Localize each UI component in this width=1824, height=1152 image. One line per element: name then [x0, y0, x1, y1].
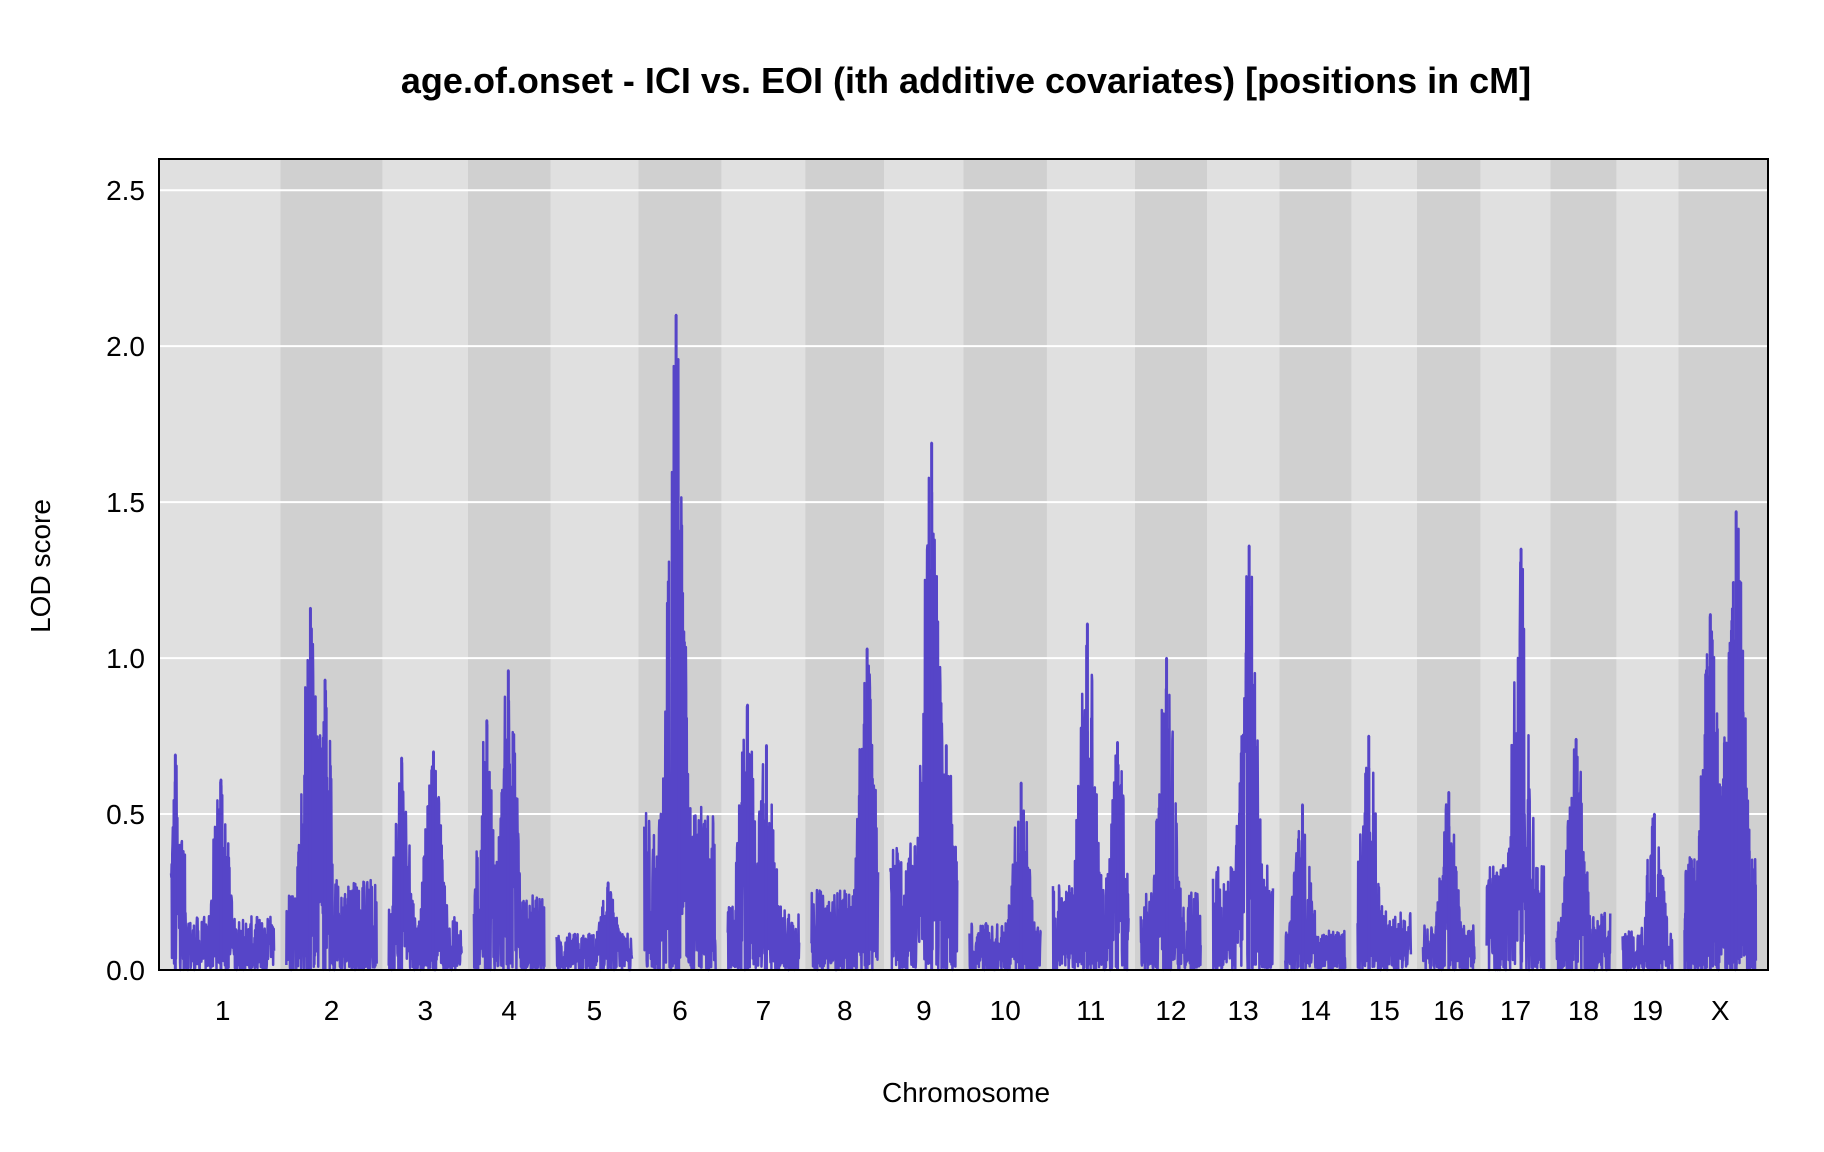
- lod-trace-chr-12: [1139, 656, 1202, 972]
- lod-trace-chr-7: [726, 703, 801, 972]
- y-tick-label: 1.0: [106, 643, 145, 674]
- chromosome-band-14: [1279, 159, 1352, 970]
- lod-trace-chr-15: [1356, 734, 1413, 972]
- x-tick-label: 12: [1155, 995, 1186, 1026]
- x-tick-label: 16: [1433, 995, 1464, 1026]
- x-tick-label: X: [1711, 995, 1730, 1026]
- x-axis-ticks: 1 2 3 4 5 6 7 8 9 10 11 12 13 14 15 16 17 18 19 X: [215, 995, 1730, 1026]
- x-tick-label: 4: [501, 995, 517, 1026]
- plot-frame: [158, 158, 1769, 971]
- y-tick-label: 2.0: [106, 331, 145, 362]
- lod-trace-chr-13: [1211, 544, 1275, 972]
- x-tick-label: 6: [672, 995, 688, 1026]
- lod-trace-chr-X: [1683, 510, 1758, 972]
- y-axis-ticks: 0.0 0.5 1.0 1.5 2.0 2.5: [106, 175, 145, 986]
- lod-trace: [169, 313, 1758, 972]
- x-tick-label: 1: [215, 995, 231, 1026]
- chromosome-band-18: [1550, 159, 1617, 970]
- chromosome-band-19: [1616, 159, 1679, 970]
- lod-trace-chr-18: [1555, 737, 1612, 972]
- x-tick-label: 18: [1568, 995, 1599, 1026]
- x-tick-label: 10: [990, 995, 1021, 1026]
- lod-trace-chr-10: [968, 781, 1042, 972]
- lod-trace-chr-16: [1421, 790, 1476, 972]
- chromosome-band-5: [550, 159, 639, 970]
- x-tick-label: 19: [1632, 995, 1663, 1026]
- y-tick-label: 0.5: [106, 799, 145, 830]
- x-tick-label: 14: [1300, 995, 1331, 1026]
- x-tick-label: 9: [916, 995, 932, 1026]
- x-tick-label: 5: [587, 995, 603, 1026]
- y-axis-label: LOD score: [25, 499, 56, 633]
- x-tick-label: 13: [1228, 995, 1259, 1026]
- x-tick-label: 11: [1076, 995, 1105, 1026]
- chart-title: age.of.onset - ICI vs. EOI (ith additive…: [401, 60, 1531, 101]
- y-tick-label: 1.5: [106, 487, 145, 518]
- chromosome-band-10: [963, 159, 1047, 970]
- x-tick-label: 2: [324, 995, 340, 1026]
- lod-trace-chr-5: [555, 881, 634, 972]
- x-tick-label: 8: [837, 995, 853, 1026]
- y-tick-label: 2.5: [106, 175, 145, 206]
- y-tick-label: 0.0: [106, 955, 145, 986]
- lod-trace-chr-14: [1284, 803, 1347, 972]
- x-tick-label: 15: [1369, 995, 1400, 1026]
- x-tick-label: 7: [756, 995, 772, 1026]
- lod-trace-chr-17: [1485, 547, 1546, 972]
- lod-trace-chr-2: [285, 606, 378, 972]
- x-tick-label: 17: [1500, 995, 1531, 1026]
- x-axis-label: Chromosome: [882, 1077, 1050, 1108]
- x-tick-label: 3: [418, 995, 434, 1026]
